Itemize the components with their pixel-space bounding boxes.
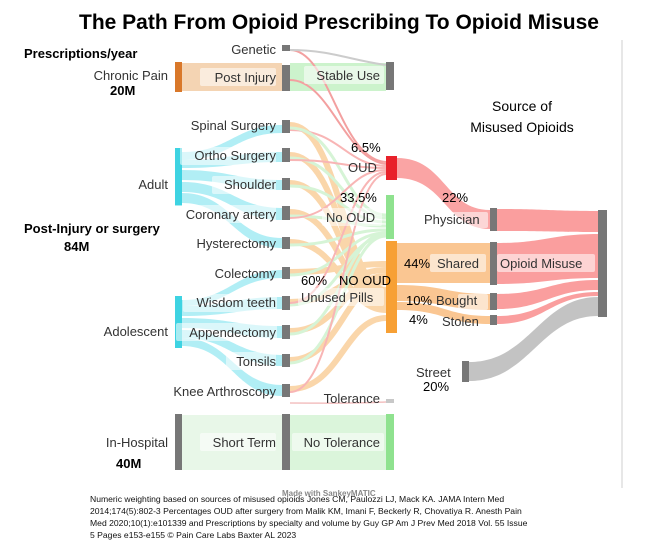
made-with-credit: Made with SankeyMATIC <box>282 489 376 498</box>
no-oud-label: No OUD <box>326 210 375 225</box>
coronary-artery-label: Coronary artery <box>186 207 277 222</box>
node-in-hospital <box>175 414 182 470</box>
colectomy-label: Colectomy <box>215 266 277 281</box>
citation-line: 5 Pages e153-e155 © Pain Care Labs Baxte… <box>90 530 297 540</box>
link-physician-to-misuse <box>497 209 598 232</box>
node-no-oud <box>386 195 394 239</box>
link-stolen-to-misuse <box>497 292 598 324</box>
node-post-injury <box>282 65 290 91</box>
appendectomy-label: Appendectomy <box>189 325 276 340</box>
node-adolescent <box>175 296 182 348</box>
node-hysterectomy <box>282 237 290 249</box>
spinal-surgery-label: Spinal Surgery <box>191 118 277 133</box>
node-no-tolerance <box>386 414 394 470</box>
node-stolen <box>490 315 497 325</box>
no-tolerance-label: No Tolerance <box>304 435 380 450</box>
street-label: Street <box>416 365 451 380</box>
post-injury-value: 84M <box>64 239 89 254</box>
node-opioid-misuse <box>598 210 607 317</box>
stable-use-label: Stable Use <box>316 68 380 83</box>
stolen-label: Stolen <box>442 314 479 329</box>
hysterectomy-label: Hysterectomy <box>197 236 277 251</box>
citation-line: 2014;174(5):802-3 Percentages OUD after … <box>90 506 522 516</box>
tonsils-label: Tonsils <box>236 354 276 369</box>
shared-label: Shared <box>437 256 479 271</box>
citation-block: Numeric weighting based on sources of mi… <box>90 493 590 541</box>
node-wisdom-teeth <box>282 296 290 310</box>
oud-label: OUD <box>348 160 377 175</box>
node-street <box>462 361 469 382</box>
chart-title: The Path From Opioid Prescribing To Opio… <box>79 11 599 34</box>
node-physician <box>490 208 497 231</box>
bought-label: Bought <box>436 293 478 308</box>
node-adult <box>175 148 182 206</box>
chronic-pain-label: Chronic Pain <box>94 68 168 83</box>
node-unused-pills <box>386 241 397 333</box>
link-unused-to-stolen <box>397 302 490 324</box>
wisdom-teeth-label: Wisdom teeth <box>197 295 276 310</box>
node-shoulder <box>282 178 290 190</box>
link-street-to-misuse <box>469 297 598 381</box>
bought-percentage: 10% <box>406 293 432 308</box>
node-spinal-surgery <box>282 120 290 133</box>
citation-line: Numeric weighting based on sources of mi… <box>90 494 505 504</box>
node-knee-arthroscopy <box>282 384 290 397</box>
short-term-label: Short Term <box>213 435 276 450</box>
link-postinjury-to-oud <box>289 79 387 165</box>
prescriptions-header: Prescriptions/year <box>24 46 137 61</box>
node-oud <box>386 156 397 180</box>
node-tonsils <box>282 354 290 367</box>
node-ortho-surgery <box>282 148 290 162</box>
post-injury-label: Post Injury <box>215 70 277 85</box>
knee-arthroscopy-label: Knee Arthroscopy <box>173 384 276 399</box>
node-bought <box>490 293 497 310</box>
opioid-misuse-label: Opioid Misuse <box>500 256 582 271</box>
oud-percentage: 6.5% <box>351 140 381 155</box>
tolerance-label: Tolerance <box>324 391 380 406</box>
adolescent-label: Adolescent <box>104 324 169 339</box>
chronic-pain-value: 20M <box>110 83 135 98</box>
link-bought-to-misuse <box>497 280 598 309</box>
stolen-percentage: 4% <box>409 312 428 327</box>
physician-percentage: 22% <box>442 190 468 205</box>
street-percentage: 20% <box>423 379 449 394</box>
in-hospital-value: 40M <box>116 456 141 471</box>
in-hospital-label: In-Hospital <box>106 435 168 450</box>
node-appendectomy <box>282 325 290 339</box>
physician-label: Physician <box>424 212 480 227</box>
link-genetic-to-stable <box>289 49 387 66</box>
shared-percentage: 44% <box>404 256 430 271</box>
genetic-label: Genetic <box>231 42 276 57</box>
unused-pills-label: Unused Pills <box>301 290 374 305</box>
unused-percentage: 60% <box>301 273 327 288</box>
ortho-surgery-label: Ortho Surgery <box>194 148 276 163</box>
no-oud-caps-label: NO OUD <box>339 273 391 288</box>
node-tolerance <box>386 399 394 403</box>
node-short-term <box>282 414 290 470</box>
link-genetic-to-oud <box>289 49 387 163</box>
source-header-line2: Misused Opioids <box>470 119 574 135</box>
node-colectomy <box>282 267 290 279</box>
post-injury-header: Post-Injury or surgery <box>24 221 161 236</box>
adult-label: Adult <box>138 177 168 192</box>
node-genetic <box>282 45 290 51</box>
node-chronic-pain <box>175 62 182 92</box>
node-shared <box>490 242 497 285</box>
sankey-nodes <box>175 45 607 470</box>
node-coronary-artery <box>282 206 290 220</box>
no-oud-percentage: 33.5% <box>340 190 377 205</box>
shoulder-label: Shoulder <box>224 177 277 192</box>
link-oud-to-physician <box>397 158 490 229</box>
source-header-line1: Source of <box>492 98 552 114</box>
node-stable-use <box>386 62 394 90</box>
citation-line: Med 2020;10(1):e101339 and Prescriptions… <box>90 518 528 528</box>
